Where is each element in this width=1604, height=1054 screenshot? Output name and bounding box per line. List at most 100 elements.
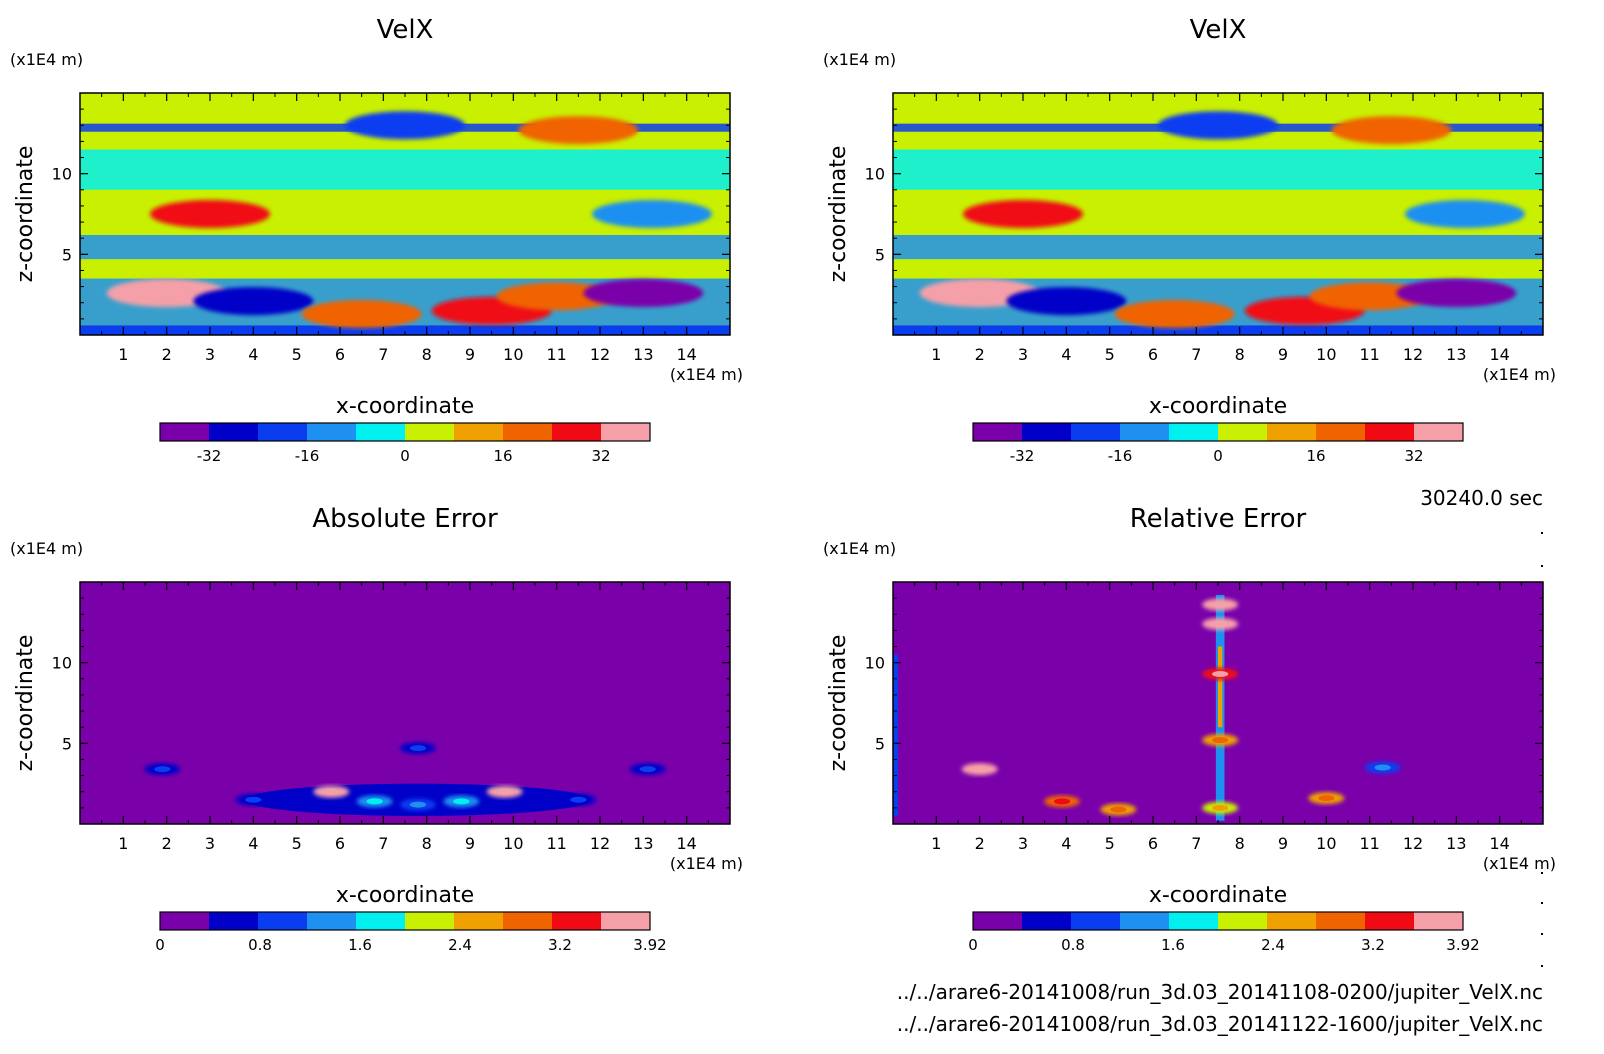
x-axis-label: x-coordinate bbox=[336, 883, 474, 908]
data-feature-core bbox=[1212, 601, 1229, 608]
y-tick-label: 5 bbox=[62, 734, 72, 753]
colorbar-swatch bbox=[1169, 912, 1219, 930]
x-tick-label: 3 bbox=[1018, 345, 1028, 364]
x-axis-unit: (x1E4 m) bbox=[670, 854, 743, 873]
error-streak-core bbox=[1218, 646, 1223, 728]
data-feature-core bbox=[409, 745, 427, 752]
data-feature-core bbox=[1212, 737, 1229, 744]
colorbar-swatch bbox=[503, 423, 553, 441]
colorbar-tick-label: 1.6 bbox=[1161, 936, 1185, 954]
chart-panel-2: VelX(x1E4 m)(x1E4 m)1 2 3 4 5 6 7 8 9 10 11 12 13 145… bbox=[823, 15, 1556, 465]
data-feature-core bbox=[409, 801, 427, 808]
x-tick-label: 6 bbox=[335, 834, 345, 853]
y-axis-unit: (x1E4 m) bbox=[10, 50, 83, 69]
x-tick-label: 13 bbox=[633, 834, 653, 853]
data-feature-core bbox=[1318, 795, 1335, 802]
colorbar: -32 -16 0 16 32 bbox=[159, 422, 651, 465]
margin-dots bbox=[1541, 532, 1543, 967]
x-tick-label: 8 bbox=[422, 345, 432, 364]
x-axis-unit: (x1E4 m) bbox=[670, 365, 743, 384]
colorbar-tick-label: 0 bbox=[1213, 447, 1223, 465]
x-tick-label: 4 bbox=[248, 345, 258, 364]
file-path-2: ../../arare6-20141008/run_3d.03_20141122… bbox=[897, 1012, 1543, 1036]
chart-panel-4: Relative Error(x1E4 m)(x1E4 m)1 2 3 4 5 6 7 8 9 1… bbox=[823, 504, 1556, 954]
x-tick-label: 12 bbox=[590, 345, 610, 364]
colorbar-tick-label: 32 bbox=[1404, 447, 1423, 465]
colorbar-tick-label: 3.92 bbox=[1446, 936, 1479, 954]
colorbar-tick-label: 2.4 bbox=[1261, 936, 1285, 954]
colorbar-frame bbox=[972, 911, 1464, 931]
y-tick-label: 5 bbox=[62, 245, 72, 264]
x-tick-label: 13 bbox=[1446, 834, 1466, 853]
data-feature-core bbox=[245, 796, 262, 803]
colorbar-frame bbox=[159, 422, 651, 442]
x-tick-label: 10 bbox=[503, 834, 523, 853]
data-feature-core bbox=[1110, 806, 1127, 813]
data-feature-core bbox=[453, 798, 470, 805]
time-label: 30240.0 sec bbox=[1420, 486, 1543, 510]
data-feature bbox=[1158, 111, 1278, 140]
colorbar: 0 0.8 1.6 2.4 3.2 3.92 bbox=[968, 911, 1480, 954]
contour-band bbox=[893, 325, 1543, 335]
data-feature bbox=[193, 287, 314, 316]
x-tick-label: 8 bbox=[1235, 834, 1245, 853]
colorbar-tick-label: -16 bbox=[295, 447, 320, 465]
colorbar-swatch bbox=[454, 423, 504, 441]
y-tick-label: 10 bbox=[52, 165, 72, 184]
colorbar-swatch bbox=[503, 912, 553, 930]
colorbar-swatch bbox=[601, 912, 651, 930]
colorbar-tick-label: 3.92 bbox=[633, 936, 666, 954]
plot-background bbox=[80, 582, 730, 824]
y-axis-label: z-coordinate bbox=[826, 146, 851, 283]
x-tick-label: 12 bbox=[1403, 834, 1423, 853]
x-tick-label: 4 bbox=[1061, 834, 1071, 853]
colorbar-tick-label: 0.8 bbox=[1061, 936, 1085, 954]
chart-panel-1: VelX(x1E4 m)(x1E4 m)1 2 3 4 5 6 7 8 9 10 11 12 13 145… bbox=[10, 15, 743, 465]
data-feature bbox=[963, 200, 1083, 228]
contour-band bbox=[80, 259, 730, 279]
data-feature-core bbox=[1053, 798, 1071, 805]
data-feature-core bbox=[1374, 764, 1391, 771]
x-tick-label: 14 bbox=[676, 345, 696, 364]
x-tick-label: 4 bbox=[248, 834, 258, 853]
data-feature-core bbox=[1212, 804, 1229, 811]
x-tick-label: 11 bbox=[546, 834, 566, 853]
colorbar-swatch bbox=[209, 912, 259, 930]
edge-streak bbox=[893, 654, 898, 816]
x-tick-label: 6 bbox=[335, 345, 345, 364]
y-axis-unit: (x1E4 m) bbox=[10, 539, 83, 558]
data-feature bbox=[1405, 200, 1525, 228]
colorbar-tick-label: 0.8 bbox=[248, 936, 272, 954]
x-tick-label: 8 bbox=[1235, 345, 1245, 364]
x-tick-label: 3 bbox=[1018, 834, 1028, 853]
x-axis-label: x-coordinate bbox=[1149, 394, 1287, 419]
data-feature bbox=[301, 300, 422, 329]
x-tick-label: 14 bbox=[1489, 345, 1509, 364]
x-tick-label: 6 bbox=[1148, 834, 1158, 853]
y-tick-label: 10 bbox=[865, 165, 885, 184]
data-feature-core bbox=[1212, 620, 1229, 627]
x-axis-label: x-coordinate bbox=[1149, 883, 1287, 908]
x-tick-label: 9 bbox=[465, 834, 475, 853]
colorbar-swatch bbox=[1120, 912, 1170, 930]
colorbar-swatch bbox=[1316, 423, 1366, 441]
colorbar-tick-label: 2.4 bbox=[448, 936, 472, 954]
y-tick-label: 10 bbox=[52, 654, 72, 673]
contour-band bbox=[893, 234, 1543, 260]
chart-title: VelX bbox=[377, 15, 434, 45]
x-tick-label: 4 bbox=[1061, 345, 1071, 364]
colorbar-tick-label: 3.2 bbox=[548, 936, 572, 954]
colorbar-swatch bbox=[1365, 423, 1415, 441]
colorbar-tick-label: 0 bbox=[400, 447, 410, 465]
x-tick-label: 2 bbox=[975, 834, 985, 853]
colorbar-swatch bbox=[356, 423, 406, 441]
x-tick-label: 5 bbox=[1105, 834, 1115, 853]
colorbar-tick-label: 16 bbox=[493, 447, 512, 465]
chart-title: Absolute Error bbox=[312, 504, 498, 534]
data-feature bbox=[150, 200, 270, 228]
colorbar: -32 -16 0 16 32 bbox=[972, 422, 1464, 465]
contour-band bbox=[893, 149, 1543, 190]
x-tick-label: 13 bbox=[633, 345, 653, 364]
colorbar-swatch bbox=[160, 912, 210, 930]
x-tick-label: 10 bbox=[1316, 345, 1336, 364]
